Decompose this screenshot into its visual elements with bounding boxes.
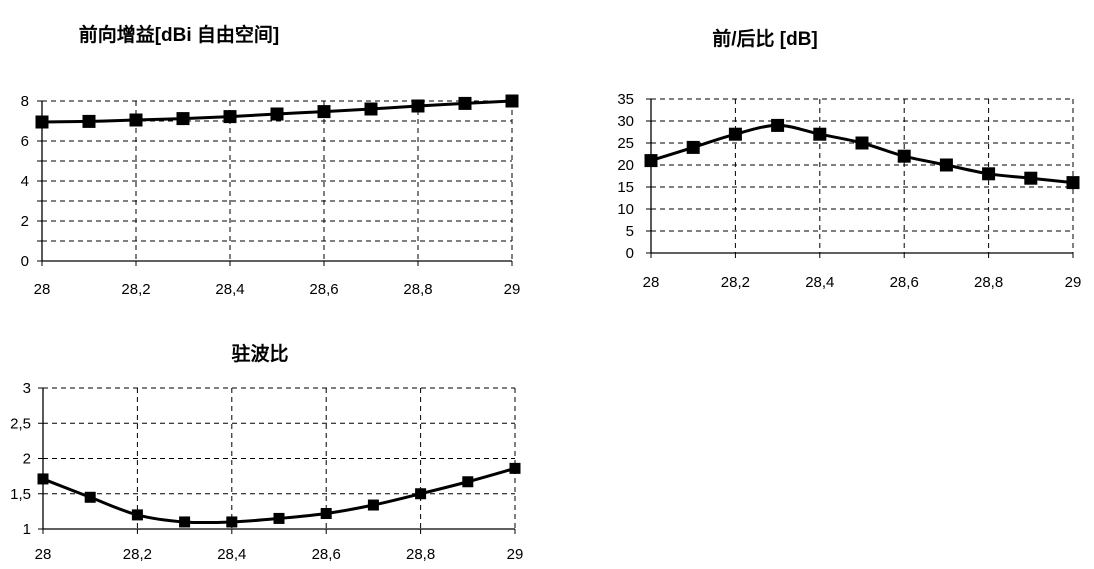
data-point [1066, 176, 1080, 190]
data-point [270, 107, 284, 121]
chart-forward-gain: 前向增益[dBi 自由空间] 0 2 4 6 8 28 28,2 28,4 28,6 28,8 29 [21, 23, 521, 298]
data-point [37, 473, 49, 485]
x-tick-label: 28,6 [309, 281, 338, 298]
y-tick-label: 2,5 [10, 415, 31, 432]
data-point [509, 462, 521, 474]
chart-title: 前/后比 [dB] [712, 27, 818, 50]
data-point [273, 512, 285, 524]
data-point [415, 488, 427, 500]
x-tick-label: 28,2 [121, 281, 150, 298]
x-tick-label: 28 [34, 281, 51, 298]
data-point [686, 140, 700, 154]
chart-title: 前向增益[dBi 自由空间] [79, 23, 280, 46]
chart-vswr: 驻波比 1 1,5 2 2,5 3 28 28,2 28,4 28,6 28,8 29 [10, 342, 523, 563]
data-point [505, 94, 519, 108]
data-point [82, 114, 96, 128]
data-point [35, 115, 49, 129]
x-tick-label: 28,2 [123, 546, 152, 563]
x-tick-label: 28,6 [312, 546, 341, 563]
data-point [813, 127, 827, 141]
x-tick-label: 28,4 [217, 546, 246, 563]
y-tick-label: 0 [626, 245, 634, 262]
chart-title: 驻波比 [231, 342, 288, 365]
x-tick-label: 28,8 [406, 546, 435, 563]
data-point [855, 136, 869, 150]
y-tick-label: 30 [617, 113, 634, 130]
x-tick-label: 28,4 [805, 274, 834, 291]
data-point [179, 516, 191, 528]
x-tick-label: 29 [504, 281, 521, 298]
data-point [462, 476, 474, 488]
data-point [367, 499, 379, 511]
y-tick-label: 4 [21, 173, 29, 190]
data-point [1024, 171, 1038, 185]
y-tick-label: 5 [626, 223, 634, 240]
y-tick-label: 1,5 [10, 486, 31, 503]
data-point [84, 491, 96, 503]
x-tick-label: 28 [35, 546, 52, 563]
data-point [176, 112, 190, 126]
data-point [129, 113, 143, 127]
x-tick-label: 29 [1065, 274, 1082, 291]
x-tick-label: 28,8 [403, 281, 432, 298]
x-tick-label: 28 [643, 274, 660, 291]
y-tick-label: 2 [23, 451, 31, 468]
x-tick-label: 29 [507, 546, 524, 563]
data-point [897, 149, 911, 163]
data-point [320, 507, 332, 519]
data-point [939, 158, 953, 172]
x-tick-label: 28,8 [974, 274, 1003, 291]
data-point [982, 167, 996, 181]
y-tick-label: 10 [617, 201, 634, 218]
y-tick-label: 20 [617, 157, 634, 174]
x-tick-label: 28,4 [215, 281, 244, 298]
chart-front-back-ratio: 前/后比 [dB] 0 5 10 15 20 25 30 35 28 28,2 28,4 28,6 28… [617, 27, 1081, 291]
data-point [411, 99, 425, 113]
y-tick-label: 25 [617, 135, 634, 152]
y-tick-label: 2 [21, 213, 29, 230]
data-point [728, 127, 742, 141]
y-tick-label: 0 [21, 253, 29, 270]
data-point [223, 110, 237, 124]
data-point [317, 105, 331, 119]
data-point [771, 118, 785, 132]
data-point [364, 102, 378, 116]
y-tick-label: 15 [617, 179, 634, 196]
x-tick-label: 28,6 [890, 274, 919, 291]
data-point [131, 509, 143, 521]
data-point [226, 516, 238, 528]
x-tick-label: 28,2 [721, 274, 750, 291]
y-tick-label: 3 [23, 380, 31, 397]
y-tick-label: 35 [617, 91, 634, 108]
data-point [644, 154, 658, 168]
y-tick-label: 8 [21, 93, 29, 110]
y-tick-label: 1 [23, 521, 31, 538]
y-tick-label: 6 [21, 133, 29, 150]
data-point [458, 96, 472, 110]
